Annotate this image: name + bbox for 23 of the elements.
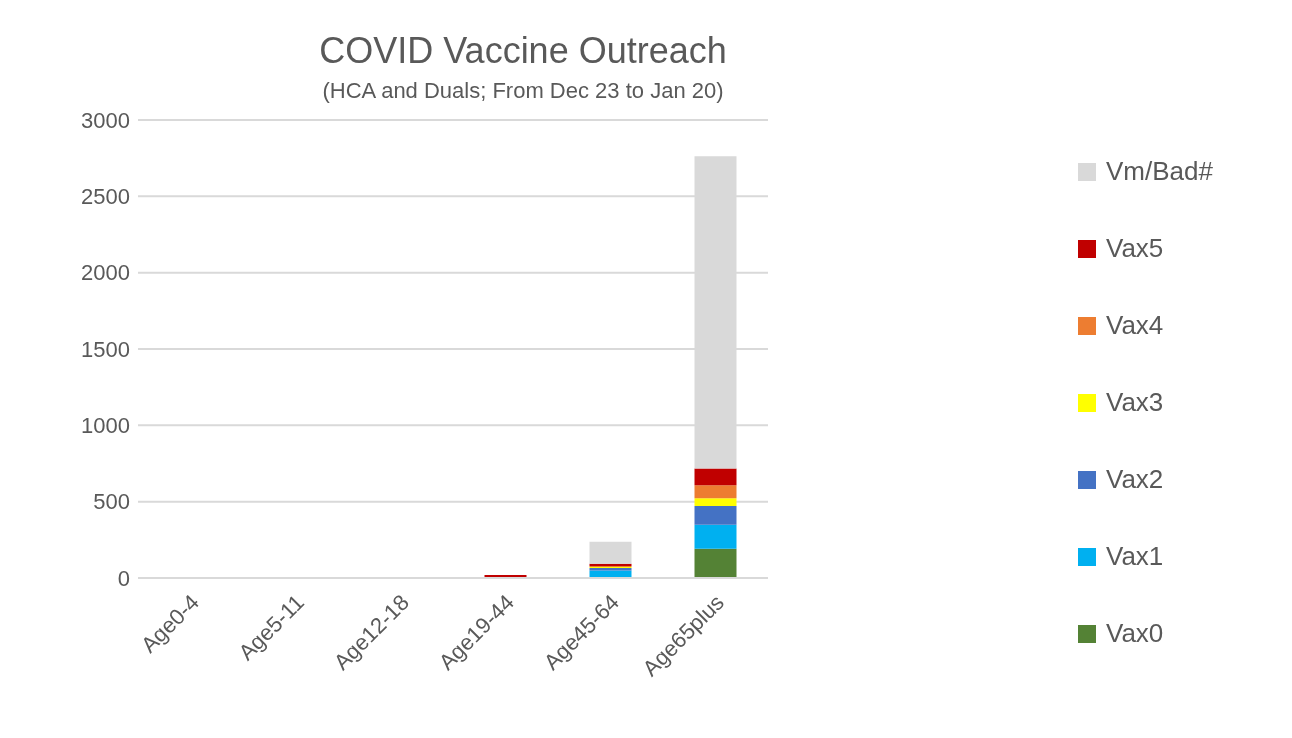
legend-label: Vax5	[1106, 233, 1164, 264]
y-tick-label: 0	[117, 565, 130, 591]
y-tick-label: 1500	[81, 336, 130, 362]
bar	[589, 541, 632, 564]
legend-label: Vax4	[1106, 310, 1164, 341]
chart-subtitle: (HCA and Duals; From Dec 23 to Jan 20)	[321, 78, 725, 104]
bar	[694, 506, 737, 525]
bar	[694, 498, 737, 507]
legend-label: Vax3	[1106, 387, 1164, 418]
bar	[694, 524, 737, 549]
bar	[694, 468, 737, 486]
legend-label: Vax0	[1106, 618, 1164, 649]
chart-title: COVID Vaccine Outreach	[318, 30, 728, 72]
legend-label: Vax1	[1106, 541, 1164, 572]
y-tick-label: 2500	[81, 184, 130, 210]
bar	[694, 548, 737, 578]
legend-label: Vm/Bad#	[1106, 156, 1213, 187]
legend-label: Vax2	[1106, 464, 1164, 495]
bar	[694, 485, 737, 499]
y-tick-label: 500	[93, 489, 130, 515]
y-tick-label: 3000	[81, 107, 130, 133]
y-tick-label: 1000	[81, 413, 130, 439]
y-tick-label: 2000	[81, 260, 130, 286]
